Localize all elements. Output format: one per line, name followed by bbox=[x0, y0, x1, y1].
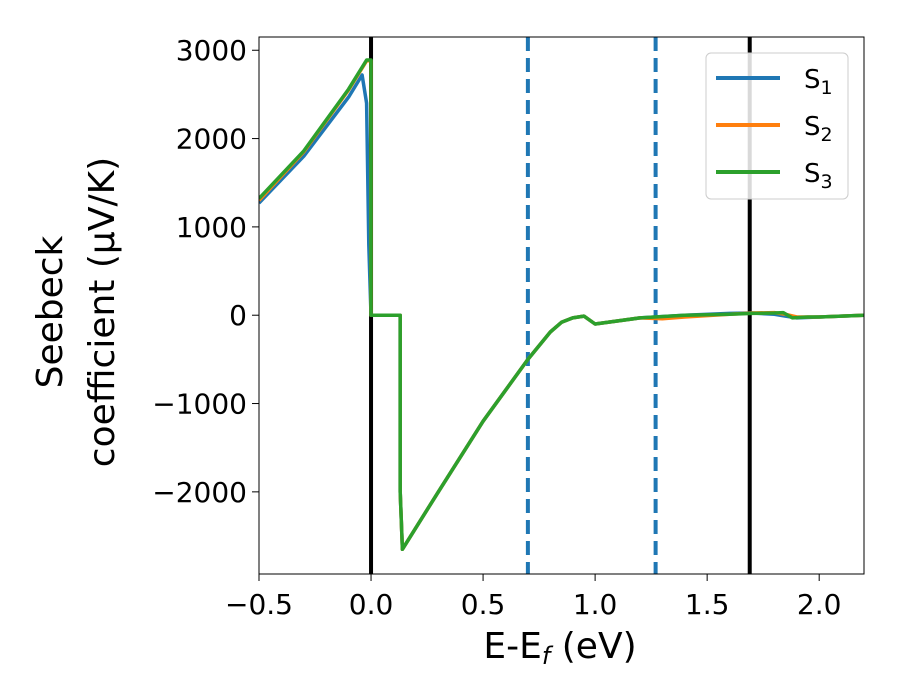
x-tick-label: 1.0 bbox=[573, 588, 618, 621]
y-tick-label: −1000 bbox=[152, 388, 247, 421]
legend-label-2: S2 bbox=[804, 112, 833, 146]
legend-label-1: S1 bbox=[804, 65, 833, 99]
series-lines bbox=[259, 58, 864, 552]
x-axis-ticks: −0.5 0.0 0.5 1.0 1.5 2.0 bbox=[225, 574, 841, 621]
x-tick-label: 1.5 bbox=[685, 588, 730, 621]
series-line-3 bbox=[259, 58, 864, 552]
x-tick-label: 2.0 bbox=[797, 588, 842, 621]
x-axis-title: E-Ef (eV) bbox=[483, 626, 636, 670]
x-tick-label: −0.5 bbox=[225, 588, 293, 621]
y-tick-label: 1000 bbox=[176, 211, 247, 244]
y-tick-label: 3000 bbox=[176, 34, 247, 67]
plot-frame bbox=[258, 36, 865, 575]
y-tick-label: 2000 bbox=[176, 123, 247, 156]
y-axis-title-line1: Seebeck bbox=[30, 235, 71, 388]
y-tick-label: 0 bbox=[229, 299, 247, 332]
y-axis-ticks: −2000 −1000 0 1000 2000 3000 bbox=[152, 34, 259, 509]
x-tick-label: 0.5 bbox=[461, 588, 506, 621]
y-tick-label: −2000 bbox=[152, 476, 247, 509]
legend-label-3: S3 bbox=[804, 159, 833, 193]
legend: S1 S2 S3 bbox=[705, 52, 849, 200]
x-tick-label: 0.0 bbox=[349, 588, 394, 621]
y-axis-title-group: Seebeck coefficient (μV/K) bbox=[30, 157, 123, 467]
y-axis-title-line2: coefficient (μV/K) bbox=[82, 157, 123, 467]
